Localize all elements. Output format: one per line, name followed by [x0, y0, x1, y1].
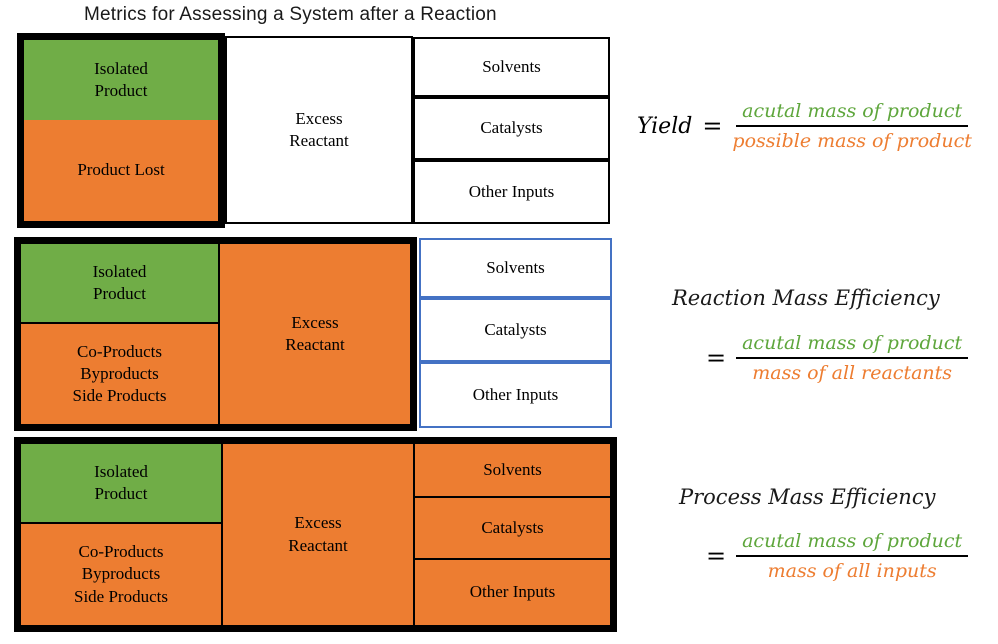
- pme-fraction: acutal mass of product mass of all input…: [736, 530, 969, 582]
- rme-equals-sign: =: [706, 344, 727, 372]
- row2-system-boundary-box: Isolated Product Co-Products Byproducts …: [14, 237, 417, 431]
- pme-equals-sign: =: [706, 542, 727, 570]
- yield-denominator: possible mass of product: [732, 130, 972, 152]
- row3-system-boundary-box: Isolated Product Co-Products Byproducts …: [14, 437, 617, 632]
- process-mass-efficiency-formula: = acutal mass of product mass of all inp…: [706, 530, 969, 582]
- row3-excess-reactant-cell: Excess Reactant: [223, 444, 415, 625]
- reaction-mass-efficiency-formula: = acutal mass of product mass of all rea…: [706, 332, 969, 384]
- yield-formula-label: Yield: [637, 113, 693, 139]
- pme-denominator: mass of all inputs: [767, 560, 937, 582]
- row1-isolated-product-cell: Isolated Product: [24, 40, 218, 120]
- row3-catalysts-cell: Catalysts: [415, 498, 610, 560]
- pme-numerator: acutal mass of product: [736, 530, 969, 557]
- row3-isolated-product-cell: Isolated Product: [21, 444, 221, 524]
- row3-solvents-cell: Solvents: [415, 444, 610, 498]
- row2-excess-reactant-cell: Excess Reactant: [220, 244, 410, 424]
- row1-other-inputs-cell: Other Inputs: [413, 160, 610, 224]
- yield-numerator: acutal mass of product: [736, 100, 969, 127]
- yield-fraction: acutal mass of product possible mass of …: [732, 100, 971, 152]
- reaction-mass-efficiency-heading: Reaction Mass Efficiency: [672, 286, 940, 310]
- row2-catalysts-cell: Catalysts: [419, 298, 612, 362]
- row3-other-inputs-cell: Other Inputs: [415, 560, 610, 625]
- rme-numerator: acutal mass of product: [736, 332, 969, 359]
- row1-excess-reactant-cell: Excess Reactant: [225, 36, 413, 224]
- row2-coproducts-cell: Co-Products Byproducts Side Products: [21, 324, 218, 424]
- process-mass-efficiency-heading: Process Mass Efficiency: [679, 485, 936, 509]
- yield-formula: Yield = acutal mass of product possible …: [637, 100, 972, 152]
- row1-system-boundary-box: Isolated Product Product Lost: [17, 33, 225, 228]
- rme-fraction: acutal mass of product mass of all react…: [736, 332, 969, 384]
- row1-catalysts-cell: Catalysts: [413, 97, 610, 160]
- row2-other-inputs-cell: Other Inputs: [419, 362, 612, 428]
- rme-denominator: mass of all reactants: [752, 362, 953, 384]
- yield-equals-sign: =: [702, 112, 723, 140]
- diagram-title: Metrics for Assessing a System after a R…: [84, 4, 497, 25]
- row2-solvents-cell: Solvents: [419, 238, 612, 298]
- row2-isolated-product-cell: Isolated Product: [21, 244, 218, 324]
- row1-solvents-cell: Solvents: [413, 37, 610, 97]
- row3-coproducts-cell: Co-Products Byproducts Side Products: [21, 524, 221, 625]
- row1-product-lost-cell: Product Lost: [24, 120, 218, 221]
